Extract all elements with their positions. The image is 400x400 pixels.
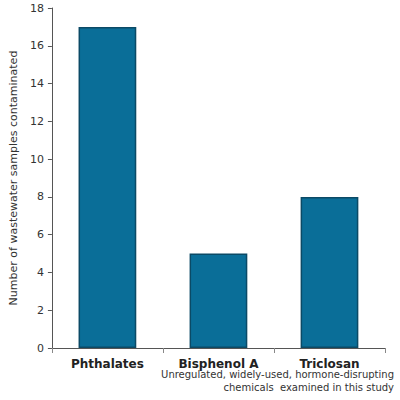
svg-text:6: 6 <box>37 228 44 241</box>
svg-text:Phthalates: Phthalates <box>71 357 144 371</box>
svg-text:10: 10 <box>30 153 44 166</box>
svg-text:16: 16 <box>30 39 44 52</box>
svg-text:12: 12 <box>30 115 44 128</box>
svg-text:8: 8 <box>37 190 44 203</box>
svg-text:Unregulated, widely-used, horm: Unregulated, widely-used, hormone-disrup… <box>161 369 394 380</box>
svg-text:Bisphenol A: Bisphenol A <box>178 357 259 371</box>
svg-text:18: 18 <box>30 2 44 15</box>
svg-text:0: 0 <box>37 342 44 355</box>
svg-text:Triclosan: Triclosan <box>299 357 359 371</box>
svg-text:14: 14 <box>30 77 44 90</box>
svg-text:4: 4 <box>37 266 44 279</box>
svg-text:Number of wastewater samples c: Number of wastewater samples contaminate… <box>7 51 20 306</box>
svg-text:2: 2 <box>37 304 44 317</box>
svg-text:chemicals examined in this st: chemicals examined in this study <box>224 382 395 393</box>
